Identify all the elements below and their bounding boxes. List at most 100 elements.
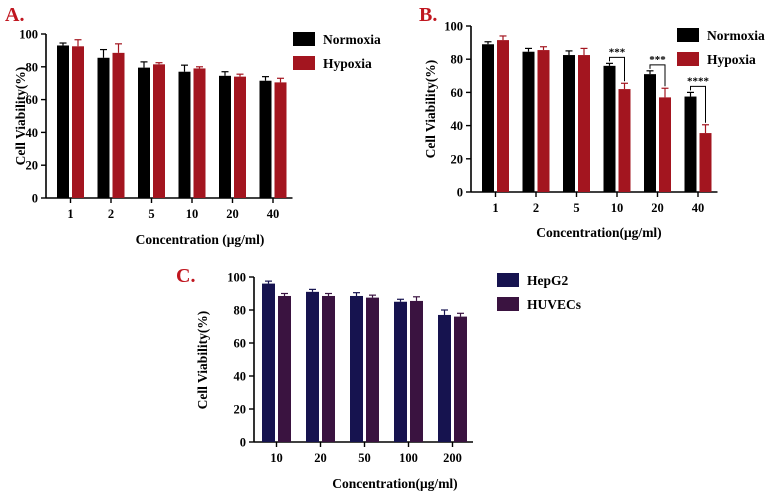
bar <box>259 80 272 198</box>
panel-letter: C. <box>176 265 195 287</box>
panel-c: C. 0 20 40 60 80 100 10 20 50 100 200 Concentration(… <box>176 265 581 491</box>
bar <box>644 74 656 192</box>
x-tick-label: 20 <box>226 207 239 221</box>
bar <box>537 50 550 192</box>
significance-bracket <box>649 64 666 87</box>
x-tick-label: 20 <box>651 201 664 215</box>
legend-label: Hypoxia <box>323 56 372 71</box>
bar <box>178 71 191 198</box>
legend-label: Normoxia <box>323 32 381 47</box>
bar <box>684 96 697 192</box>
y-tick-label: 0 <box>32 192 38 206</box>
bar <box>278 295 291 442</box>
x-axis-title: Concentration(μg/ml) <box>536 225 661 240</box>
bar <box>410 300 423 442</box>
legend-swatch <box>677 52 699 66</box>
bar <box>699 133 712 192</box>
bar <box>234 76 246 198</box>
x-tick-label: 200 <box>443 451 462 465</box>
y-tick-label: 20 <box>26 159 39 173</box>
y-tick-label: 60 <box>26 93 39 107</box>
bar <box>72 46 84 198</box>
y-tick-label: 40 <box>234 370 247 384</box>
significance-label: *** <box>609 46 626 58</box>
x-tick-label: 10 <box>270 451 283 465</box>
y-tick-label: 60 <box>451 86 464 100</box>
legend-label: HepG2 <box>527 273 569 288</box>
bar <box>322 295 335 442</box>
x-tick-label: 10 <box>611 201 624 215</box>
x-tick-label: 5 <box>573 201 579 215</box>
legend-label: HUVECs <box>527 297 581 312</box>
legend-swatch <box>677 28 699 42</box>
bar <box>618 89 631 192</box>
bar <box>350 295 363 442</box>
significance-label: *** <box>649 54 666 66</box>
panel-letter: A. <box>5 4 24 26</box>
bar <box>366 297 379 442</box>
y-axis-title: Cell Viability(%) <box>13 67 28 166</box>
y-tick-label: 40 <box>26 126 39 140</box>
legend-swatch <box>293 32 315 46</box>
bar <box>563 55 575 192</box>
y-tick-label: 0 <box>457 186 463 200</box>
bar <box>274 82 287 198</box>
bar <box>659 97 671 192</box>
x-tick-label: 1 <box>67 207 73 221</box>
bar <box>138 67 150 199</box>
bar <box>454 316 467 442</box>
x-tick-label: 40 <box>692 201 705 215</box>
x-tick-label: 20 <box>314 451 327 465</box>
bar <box>603 65 616 192</box>
x-tick-label: 10 <box>186 207 199 221</box>
significance-bracket <box>690 85 706 123</box>
bar <box>219 75 231 198</box>
bar <box>193 68 206 198</box>
y-tick-label: 40 <box>451 119 464 133</box>
bar <box>497 40 509 192</box>
bar <box>153 64 165 198</box>
y-tick-label: 20 <box>451 152 464 166</box>
bar <box>57 45 69 199</box>
y-tick-label: 100 <box>444 20 463 34</box>
bar <box>97 57 110 198</box>
y-tick-label: 100 <box>19 28 38 42</box>
x-axis-title: Concentration(μg/ml) <box>332 476 457 491</box>
bar <box>438 314 451 442</box>
x-tick-label: 1 <box>492 201 498 215</box>
x-axis-title: Concentration (μg/ml) <box>136 232 265 247</box>
legend-swatch <box>497 273 519 287</box>
significance-bracket <box>609 56 625 82</box>
bar <box>482 44 494 193</box>
x-tick-label: 100 <box>399 451 418 465</box>
panel-letter: B. <box>419 4 437 26</box>
bar <box>522 51 535 193</box>
x-tick-label: 2 <box>533 201 539 215</box>
legend-label: Hypoxia <box>707 52 756 67</box>
y-tick-label: 100 <box>227 271 246 285</box>
x-tick-label: 2 <box>108 207 114 221</box>
y-tick-label: 0 <box>240 436 246 450</box>
bar <box>394 301 407 442</box>
y-tick-label: 60 <box>234 337 247 351</box>
legend-label: Normoxia <box>707 28 765 43</box>
y-axis-title: Cell Viability(%) <box>195 311 210 410</box>
x-tick-label: 50 <box>358 451 371 465</box>
significance-label: **** <box>687 75 710 87</box>
y-tick-label: 80 <box>26 60 39 74</box>
bar <box>112 52 125 198</box>
y-tick-label: 80 <box>451 53 464 67</box>
y-axis-title: Cell Viability(%) <box>423 60 438 159</box>
bar <box>262 283 275 442</box>
y-tick-label: 80 <box>234 304 247 318</box>
x-tick-label: 40 <box>267 207 280 221</box>
bar <box>306 291 319 442</box>
legend-swatch <box>293 56 315 70</box>
bar <box>578 55 590 192</box>
x-tick-label: 5 <box>148 207 154 221</box>
legend-swatch <box>497 297 519 311</box>
y-tick-label: 20 <box>234 403 247 417</box>
